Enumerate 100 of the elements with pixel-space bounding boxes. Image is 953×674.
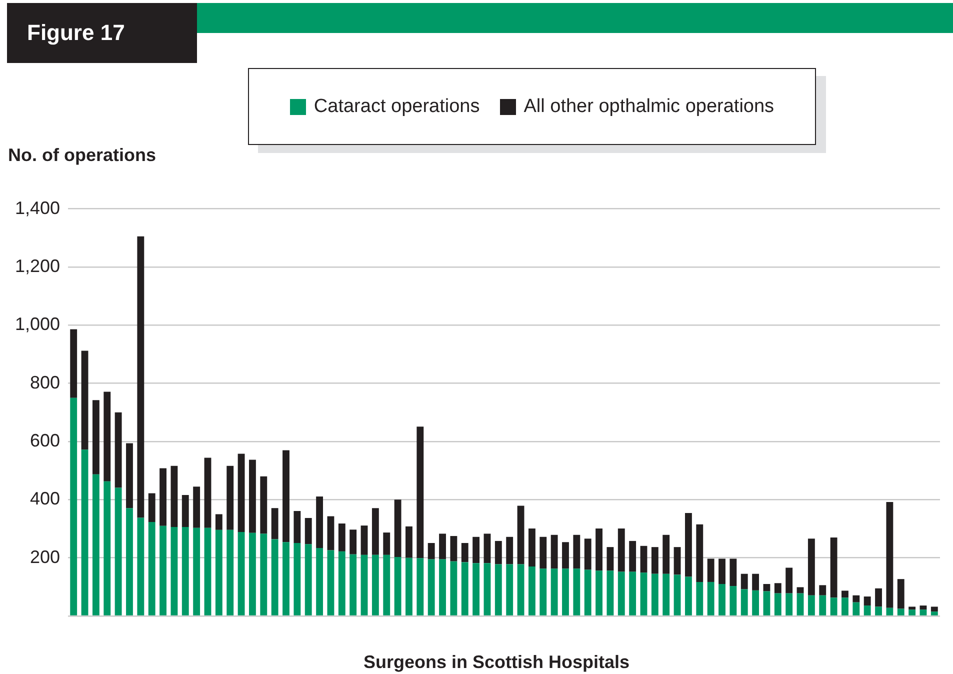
bar xyxy=(360,554,368,616)
bar xyxy=(104,481,111,616)
bar xyxy=(294,542,301,616)
bar xyxy=(930,612,938,616)
bar xyxy=(684,513,692,577)
bar xyxy=(461,562,468,616)
bar xyxy=(629,540,636,572)
bar xyxy=(573,568,580,616)
bar xyxy=(170,526,178,616)
bar xyxy=(852,595,860,602)
bar xyxy=(718,558,726,584)
bar xyxy=(897,579,904,609)
bar xyxy=(875,606,882,616)
bar xyxy=(596,528,602,571)
y-tick-label: 1,000 xyxy=(14,314,60,334)
bar xyxy=(740,589,748,616)
bar xyxy=(864,596,871,606)
bar xyxy=(126,508,133,616)
bar xyxy=(540,536,547,569)
bar xyxy=(852,602,860,616)
bar xyxy=(316,496,324,548)
bar xyxy=(383,554,390,616)
bar xyxy=(282,450,290,542)
bar xyxy=(350,554,357,616)
bar xyxy=(908,606,916,610)
bar xyxy=(282,542,290,616)
bar xyxy=(193,486,200,528)
bar xyxy=(148,493,156,522)
bar xyxy=(674,547,681,575)
bar xyxy=(506,536,514,564)
bar xyxy=(92,400,100,474)
bar xyxy=(550,568,558,616)
bar xyxy=(360,526,368,555)
legend-label: All other opthalmic operations xyxy=(524,96,774,118)
bar xyxy=(304,544,312,616)
bar xyxy=(897,608,904,616)
bar xyxy=(338,524,346,552)
bar xyxy=(248,532,256,616)
bar xyxy=(338,551,346,616)
bar xyxy=(114,488,122,616)
bar xyxy=(327,516,334,550)
bar xyxy=(886,502,894,608)
bar xyxy=(920,606,927,610)
bar xyxy=(92,474,100,616)
bar xyxy=(394,500,402,557)
bar xyxy=(584,538,592,570)
bar xyxy=(606,547,614,571)
y-tick-label: 800 xyxy=(30,372,60,392)
bar xyxy=(215,530,222,616)
bar xyxy=(137,236,144,518)
bar xyxy=(662,574,670,616)
bar xyxy=(842,590,848,598)
bar xyxy=(763,591,770,616)
bar xyxy=(930,606,938,612)
bar xyxy=(406,526,412,558)
bar xyxy=(260,476,268,534)
bar xyxy=(271,508,278,540)
bar xyxy=(808,538,815,596)
bar xyxy=(752,574,760,590)
bar xyxy=(484,563,491,616)
bar xyxy=(786,593,793,616)
bar xyxy=(215,514,222,530)
bar xyxy=(730,558,737,586)
bar xyxy=(584,570,592,616)
bar xyxy=(204,458,212,528)
bar xyxy=(294,511,301,543)
y-tick-label: 1,400 xyxy=(14,198,60,218)
bar xyxy=(450,536,458,562)
bar xyxy=(696,582,704,616)
bar xyxy=(674,574,681,616)
bar xyxy=(238,454,245,532)
bar xyxy=(304,518,312,544)
bar xyxy=(830,598,838,616)
bar xyxy=(70,398,78,616)
bar xyxy=(104,392,111,482)
bar xyxy=(439,559,446,616)
bar xyxy=(819,595,826,616)
bar xyxy=(640,546,648,573)
bar xyxy=(494,564,502,616)
legend-label: Cataract operations xyxy=(314,96,480,118)
bar xyxy=(618,572,625,616)
bar xyxy=(238,532,245,616)
bar xyxy=(350,530,357,554)
bar xyxy=(618,528,625,572)
bar xyxy=(170,466,178,527)
bar xyxy=(651,547,658,574)
bar xyxy=(796,587,804,594)
bar xyxy=(763,584,770,592)
bar xyxy=(842,598,848,616)
bar xyxy=(70,329,78,398)
bar xyxy=(450,561,458,616)
bar xyxy=(718,584,726,616)
bar xyxy=(327,550,334,616)
bar xyxy=(573,534,580,569)
y-tick-label: 200 xyxy=(30,546,60,567)
y-tick-label: 600 xyxy=(30,430,60,450)
bar xyxy=(707,558,714,582)
bar xyxy=(920,610,927,616)
bar xyxy=(494,540,502,564)
x-axis-title: Surgeons in Scottish Hospitals xyxy=(362,652,631,673)
